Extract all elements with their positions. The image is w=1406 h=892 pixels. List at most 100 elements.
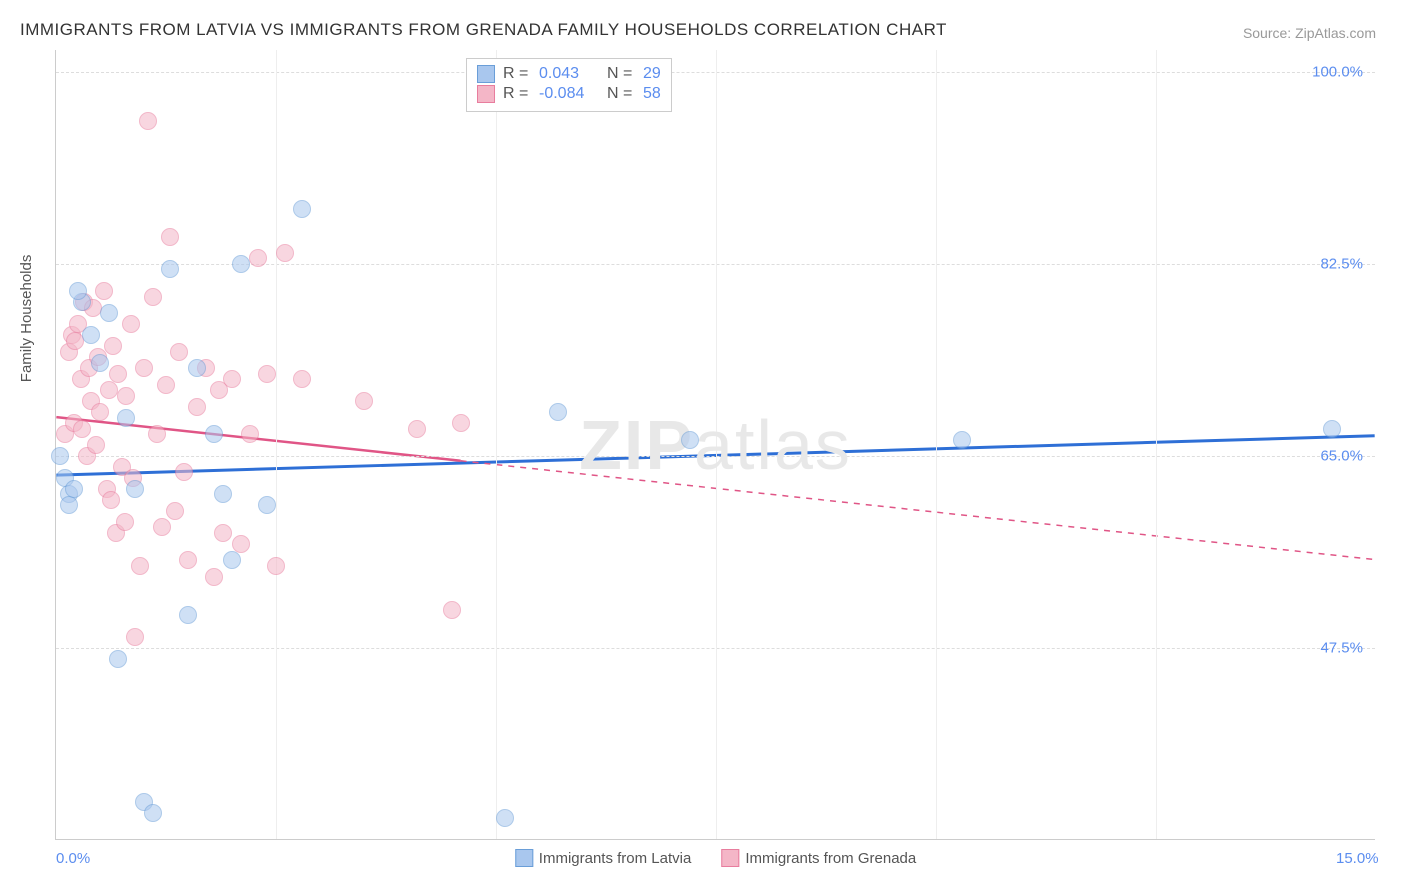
gridline-v [716,50,717,839]
scatter-point-grenada [161,228,179,246]
scatter-point-grenada [102,491,120,509]
scatter-point-grenada [135,359,153,377]
gridline-v [936,50,937,839]
scatter-point-grenada [170,343,188,361]
scatter-point-grenada [117,387,135,405]
stats-r-latvia: 0.043 [539,65,599,83]
scatter-point-latvia [82,326,100,344]
stats-box: R = 0.043 N = 29 R = -0.084 N = 58 [466,58,672,112]
scatter-point-latvia [1323,420,1341,438]
scatter-point-grenada [214,524,232,542]
scatter-point-latvia [549,403,567,421]
scatter-point-latvia [205,425,223,443]
stats-n-latvia: 29 [643,65,661,83]
scatter-point-latvia [109,650,127,668]
stats-swatch-grenada [477,85,495,103]
legend-label-grenada: Immigrants from Grenada [745,850,916,867]
scatter-point-grenada [249,249,267,267]
scatter-point-grenada [166,502,184,520]
scatter-point-latvia [126,480,144,498]
scatter-point-latvia [496,809,514,827]
stats-r-grenada: -0.084 [539,85,599,103]
scatter-point-grenada [139,112,157,130]
stats-swatch-latvia [477,65,495,83]
scatter-point-grenada [122,315,140,333]
scatter-point-grenada [188,398,206,416]
scatter-point-grenada [258,365,276,383]
y-tick-label: 47.5% [1320,639,1363,656]
scatter-point-latvia [953,431,971,449]
scatter-point-latvia [144,804,162,822]
scatter-point-grenada [205,568,223,586]
scatter-point-latvia [65,480,83,498]
y-tick-label: 100.0% [1312,63,1363,80]
scatter-point-grenada [223,370,241,388]
scatter-point-latvia [258,496,276,514]
scatter-point-grenada [452,414,470,432]
scatter-point-grenada [131,557,149,575]
trend-line-solid-grenada [56,417,460,461]
scatter-point-grenada [241,425,259,443]
scatter-point-grenada [104,337,122,355]
scatter-point-grenada [232,535,250,553]
scatter-point-latvia [214,485,232,503]
stats-n-label-2: N = [607,85,635,103]
scatter-point-grenada [408,420,426,438]
gridline-v [496,50,497,839]
stats-row-latvia: R = 0.043 N = 29 [477,65,661,83]
chart-area: ZIPatlas R = 0.043 N = 29 R = -0.084 N =… [55,50,1375,840]
scatter-point-latvia [179,606,197,624]
scatter-point-latvia [91,354,109,372]
scatter-point-latvia [681,431,699,449]
scatter-point-grenada [87,436,105,454]
trend-line-dashed-grenada [461,461,1375,560]
scatter-point-grenada [109,365,127,383]
scatter-point-latvia [117,409,135,427]
scatter-point-grenada [267,557,285,575]
scatter-point-latvia [188,359,206,377]
legend-label-latvia: Immigrants from Latvia [539,850,692,867]
gridline-v [276,50,277,839]
scatter-point-grenada [73,420,91,438]
legend-swatch-latvia [515,849,533,867]
scatter-point-grenada [144,288,162,306]
scatter-point-grenada [100,381,118,399]
scatter-point-grenada [116,513,134,531]
scatter-point-grenada [91,403,109,421]
scatter-point-grenada [276,244,294,262]
stats-row-grenada: R = -0.084 N = 58 [477,85,661,103]
scatter-point-grenada [148,425,166,443]
scatter-point-latvia [60,496,78,514]
scatter-point-grenada [443,601,461,619]
scatter-point-latvia [293,200,311,218]
scatter-point-latvia [100,304,118,322]
x-tick-label: 0.0% [56,850,90,867]
scatter-point-grenada [153,518,171,536]
scatter-point-grenada [293,370,311,388]
scatter-point-grenada [175,463,193,481]
stats-r-label-2: R = [503,85,531,103]
chart-title: IMMIGRANTS FROM LATVIA VS IMMIGRANTS FRO… [20,20,947,40]
bottom-legend: Immigrants from Latvia Immigrants from G… [515,849,916,867]
scatter-point-grenada [355,392,373,410]
scatter-point-grenada [157,376,175,394]
stats-r-label: R = [503,65,531,83]
scatter-point-grenada [95,282,113,300]
scatter-point-latvia [232,255,250,273]
y-axis-title: Family Households [18,255,35,383]
source-text: Source: ZipAtlas.com [1243,25,1376,41]
stats-n-grenada: 58 [643,85,661,103]
scatter-point-latvia [69,282,87,300]
legend-swatch-grenada [721,849,739,867]
scatter-point-latvia [51,447,69,465]
scatter-point-latvia [161,260,179,278]
scatter-point-grenada [179,551,197,569]
stats-n-label: N = [607,65,635,83]
y-tick-label: 65.0% [1320,447,1363,464]
gridline-v [1156,50,1157,839]
y-tick-label: 82.5% [1320,255,1363,272]
x-tick-label: 15.0% [1336,850,1379,867]
scatter-point-grenada [126,628,144,646]
legend-item-latvia: Immigrants from Latvia [515,849,692,867]
legend-item-grenada: Immigrants from Grenada [721,849,916,867]
